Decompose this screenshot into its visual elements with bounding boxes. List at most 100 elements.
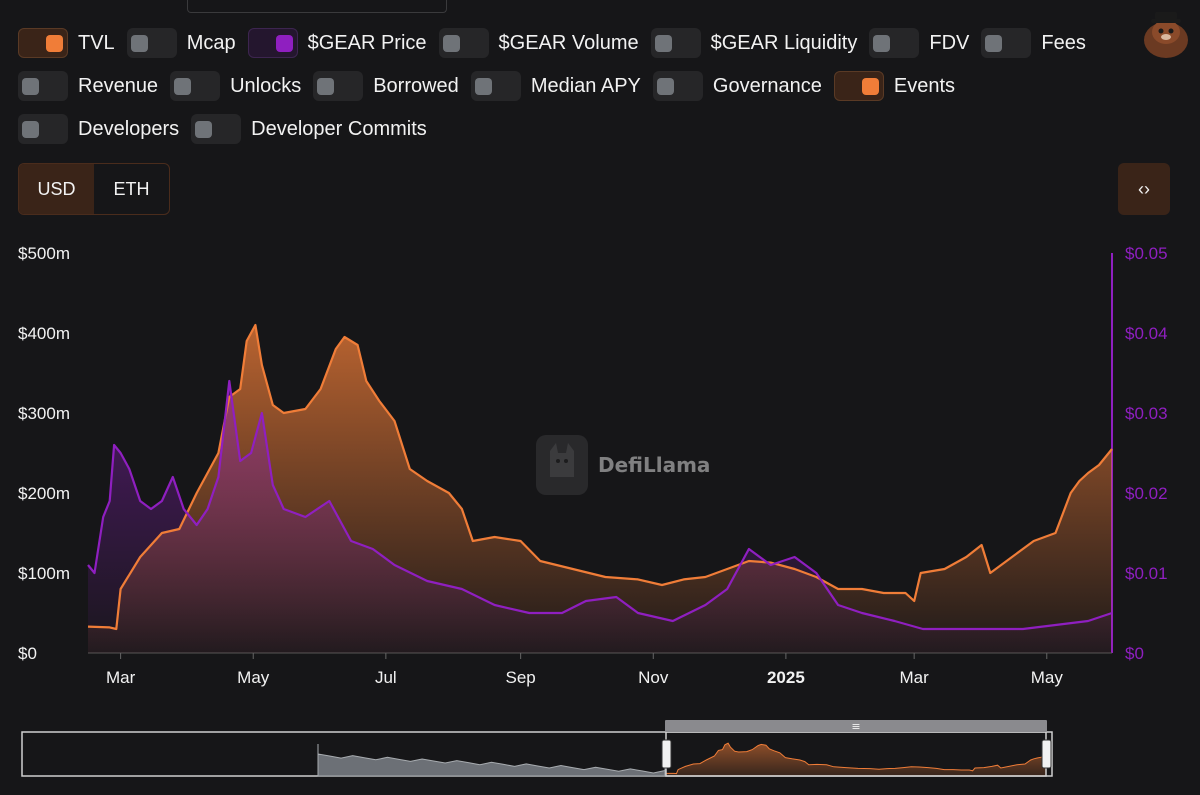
toggle-gear-volume[interactable]: $GEAR Volume — [438, 28, 639, 58]
y-left-tick-label: $500m — [18, 244, 70, 263]
toggle-switch[interactable] — [833, 71, 884, 101]
watermark-text: DefiLlama — [598, 453, 711, 477]
toggle-tvl[interactable]: TVL — [18, 28, 115, 58]
toggle-knob — [873, 35, 891, 52]
x-tick-label: Nov — [638, 668, 669, 687]
toggle-knob — [861, 78, 879, 95]
x-tick-label: Mar — [106, 668, 136, 687]
code-embed-icon: ‹› — [1138, 178, 1150, 199]
toggle-label: $GEAR Volume — [498, 31, 639, 54]
x-tick-label: Mar — [900, 668, 930, 687]
toggle-developers[interactable]: Developers — [18, 114, 179, 144]
toggle-switch[interactable] — [313, 71, 364, 101]
toggle-row-3: Developers Developer Commits — [18, 112, 1148, 146]
x-tick-label: Jul — [375, 668, 397, 687]
embed-code-button[interactable]: ‹› — [1118, 163, 1170, 215]
toggle-knob — [275, 35, 293, 52]
tvl-price-chart: $0 $100m $200m $300m $400m $500m $0 $0.01 $0.02 $… — [18, 244, 1168, 777]
toggle-label: Median APY — [530, 74, 641, 97]
navigator-selected-area — [665, 742, 1047, 777]
toggle-switch[interactable] — [170, 71, 221, 101]
toggle-knob — [985, 35, 1003, 52]
toggle-switch[interactable] — [191, 114, 242, 144]
toggle-knob — [474, 78, 492, 95]
toggle-developer-commits[interactable]: Developer Commits — [191, 114, 427, 144]
navigator-drag-bar — [665, 720, 1047, 732]
toggle-label: TVL — [78, 31, 115, 54]
toggle-fees[interactable]: Fees — [981, 28, 1086, 58]
navigator-left-handle[interactable] — [661, 739, 672, 769]
y-right-tick-label: $0 — [1125, 644, 1144, 663]
toggle-switch[interactable] — [18, 28, 68, 58]
y-right-tick-label: $0.02 — [1125, 484, 1168, 503]
toggle-switch[interactable] — [18, 71, 68, 101]
denomination-switch: USD ETH — [18, 163, 170, 215]
toggle-switch[interactable] — [652, 71, 703, 101]
toggle-switch[interactable] — [126, 28, 177, 58]
toggle-borrowed[interactable]: Borrowed — [313, 71, 459, 101]
toggle-label: Developers — [78, 117, 180, 140]
watermark: DefiLlama — [534, 433, 710, 497]
gear-price-area — [88, 381, 1112, 653]
toggle-switch[interactable] — [438, 28, 489, 58]
navigator-grip-icon: ≡ — [851, 720, 860, 733]
toggle-label: Unlocks — [230, 74, 302, 97]
eth-button[interactable]: ETH — [113, 178, 150, 199]
x-tick-label: Sep — [506, 668, 536, 687]
toggle-label: $GEAR Price — [307, 31, 427, 54]
toggle-switch[interactable] — [650, 28, 701, 58]
metric-toggles: TVL Mcap $GEAR Price $GEAR Volume $GEAR Liqu… — [18, 26, 1148, 155]
y-right-tick-label: $0.05 — [1125, 244, 1168, 263]
y-left-tick-label: $100m — [18, 564, 70, 583]
y-right-tick-label: $0.04 — [1125, 324, 1168, 343]
x-tick-label: May — [237, 668, 270, 687]
gear-price-series-line — [87, 379, 1113, 631]
toggle-knob — [654, 35, 672, 52]
toggle-row-1: TVL Mcap $GEAR Price $GEAR Volume $GEAR Liqu… — [18, 26, 1148, 60]
toggle-mcap[interactable]: Mcap — [126, 28, 236, 58]
toggle-knob — [195, 121, 213, 138]
toggle-gear-price[interactable]: $GEAR Price — [247, 28, 427, 58]
toggle-unlocks[interactable]: Unlocks — [170, 71, 301, 101]
y-left-tick-label: $400m — [18, 324, 70, 343]
y-right-tick-label: $0.03 — [1125, 404, 1168, 423]
toggle-label: Revenue — [78, 74, 159, 97]
toggle-knob — [130, 35, 148, 52]
x-tick-label: 2025 — [767, 668, 805, 687]
toggle-knob — [46, 35, 63, 52]
llama-mascot-icon — [1144, 12, 1188, 58]
toggle-switch[interactable] — [247, 28, 298, 58]
toggle-fdv[interactable]: FDV — [869, 28, 969, 58]
toggle-knob — [317, 78, 335, 95]
toggle-switch[interactable] — [981, 28, 1032, 58]
y-left-tick-label: $300m — [18, 404, 70, 423]
toggle-switch[interactable] — [869, 28, 920, 58]
usd-button[interactable]: USD — [19, 164, 94, 214]
toggle-switch[interactable] — [470, 71, 521, 101]
navigator-history-area — [317, 744, 666, 777]
toggle-gear-liquidity[interactable]: $GEAR Liquidity — [650, 28, 857, 58]
toggle-revenue[interactable]: Revenue — [18, 71, 158, 101]
toggle-label: Governance — [712, 74, 822, 97]
toggle-label: Fees — [1041, 31, 1086, 54]
toggle-label: Events — [893, 74, 956, 97]
toggle-label: Developer Commits — [251, 117, 427, 140]
toggle-knob — [442, 35, 460, 52]
toggle-knob — [656, 78, 674, 95]
toggle-knob — [22, 121, 39, 138]
toggle-label: Borrowed — [373, 74, 459, 97]
top-bar-fragment — [187, 0, 447, 13]
toggle-governance[interactable]: Governance — [652, 71, 822, 101]
toggle-switch[interactable] — [18, 114, 68, 144]
toggle-row-2: Revenue Unlocks Borrowed Median APY Governan… — [18, 69, 1148, 103]
toggle-events[interactable]: Events — [833, 71, 956, 101]
x-tick-label: May — [1031, 668, 1064, 687]
y-left-tick-label: $0 — [18, 644, 37, 663]
defillama-logo-icon — [536, 435, 588, 495]
toggle-knob — [174, 78, 192, 95]
navigator-right-handle[interactable] — [1041, 739, 1052, 769]
tvl-series-line — [87, 323, 1113, 631]
toggle-median-apy[interactable]: Median APY — [470, 71, 641, 101]
toggle-label: FDV — [929, 31, 970, 54]
toggle-label: Mcap — [186, 31, 236, 54]
